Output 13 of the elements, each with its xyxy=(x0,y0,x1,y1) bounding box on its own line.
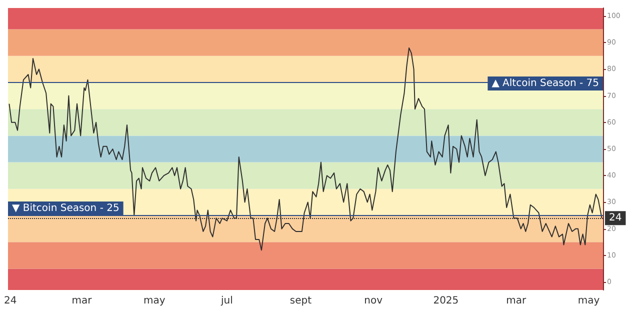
ref-line-label: 24 xyxy=(609,212,622,224)
x-tick-label: may xyxy=(578,296,600,306)
line-series xyxy=(8,47,602,251)
x-tick-label: 24 xyxy=(4,296,17,306)
x-tick-label: sept xyxy=(290,296,312,306)
x-tick-label: 2025 xyxy=(433,296,459,306)
ref-line-label: ▲ Altcoin Season - 75 xyxy=(492,78,599,89)
x-tick-label: jul xyxy=(220,296,233,306)
ref-line-label: ▼ Bitcoin Season - 25 xyxy=(12,203,120,214)
x-tick-label: may xyxy=(143,296,166,306)
x-tick-label: mar xyxy=(72,296,93,306)
x-tick-label: nov xyxy=(364,296,383,306)
x-tick-label: mar xyxy=(506,296,528,306)
